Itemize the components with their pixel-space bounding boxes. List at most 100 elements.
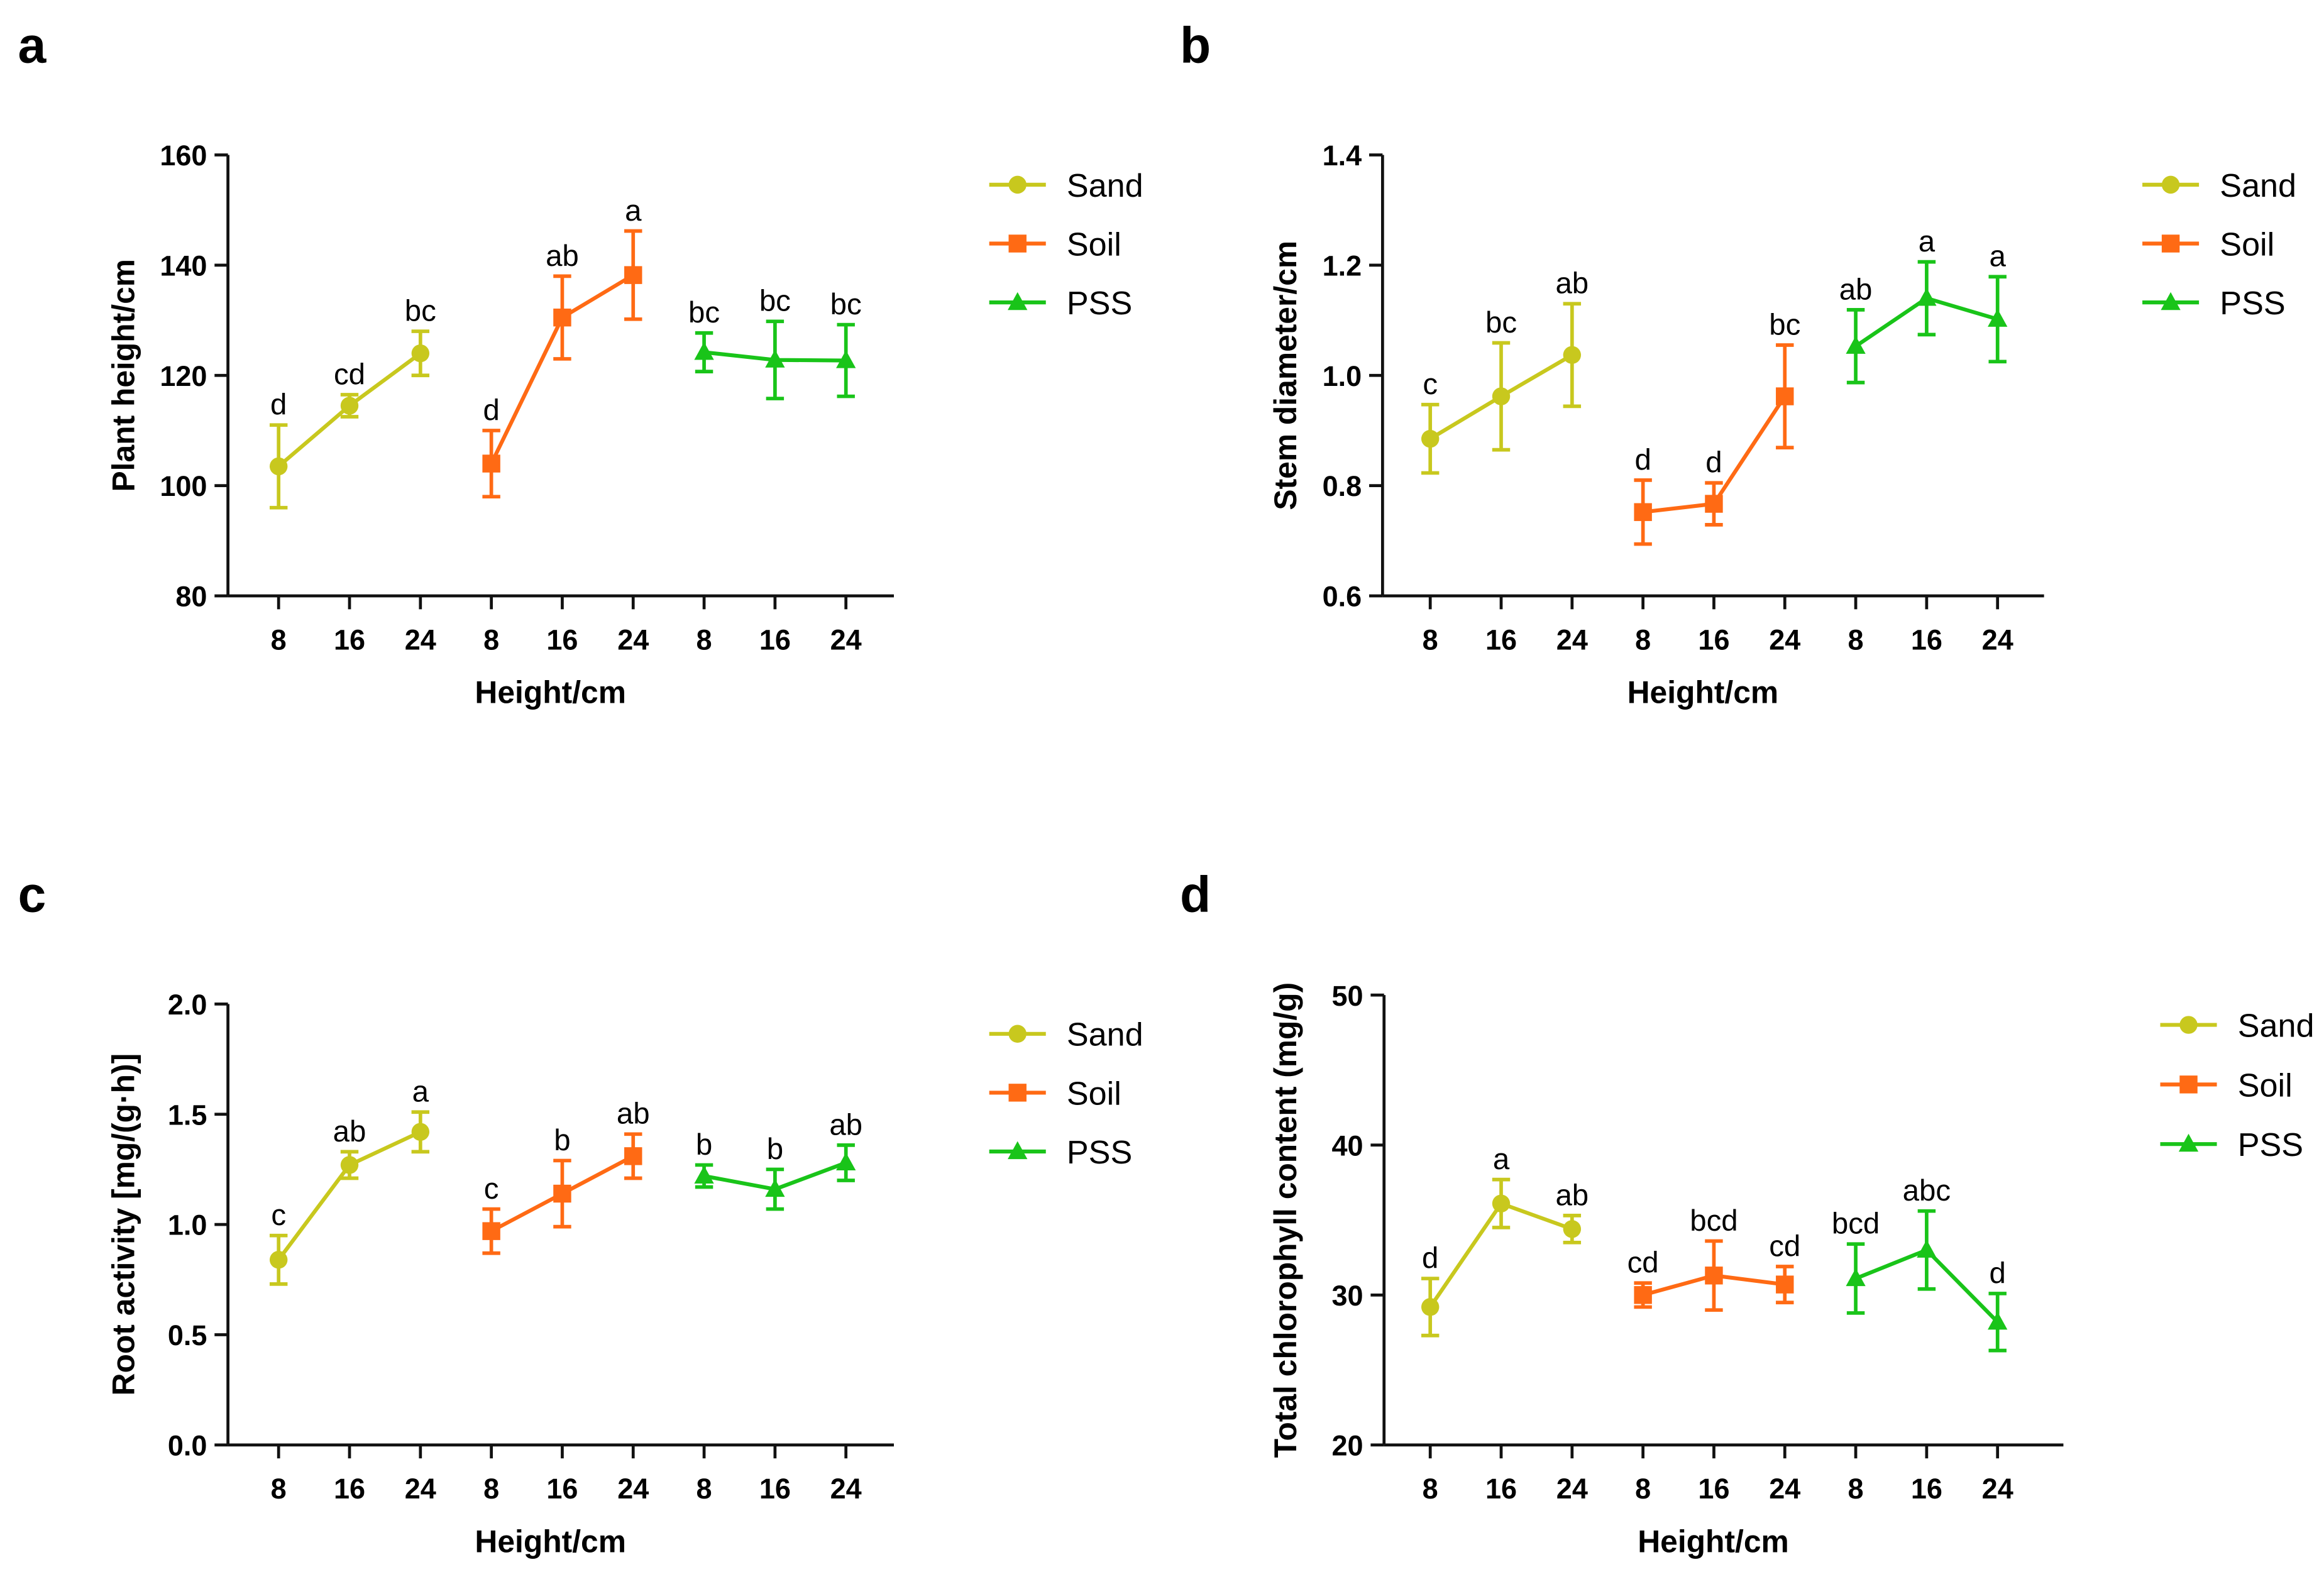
x-tick-label: 8 [271, 624, 287, 656]
significance-letter: bcd [1832, 1207, 1880, 1241]
significance-letter: a [625, 194, 642, 228]
significance-letter: d [1634, 443, 1651, 476]
y-tick-label: 1.4 [1323, 140, 1362, 172]
legend-label: Sand [2220, 168, 2296, 204]
legend: Sand Soil PSS [989, 1017, 1143, 1171]
panel-label: c [18, 866, 46, 923]
significance-letter: d [1990, 1256, 2006, 1290]
significance-letter: bc [759, 285, 791, 318]
y-tick-label: 0.5 [168, 1319, 207, 1351]
x-tick-label: 16 [1698, 624, 1729, 656]
y-tick-label: 0.6 [1323, 581, 1362, 613]
chart-panel-b: b 0.6 0.8 1.0 1.2 1.4 Stem diameter/cm 8 16 24 c bc… [1180, 18, 2296, 710]
data-point [694, 342, 714, 360]
data-point [694, 1165, 714, 1184]
y-tick-label: 100 [160, 470, 207, 502]
series-soil: 8 16 24 d d bc [1634, 308, 1800, 656]
x-tick-label: 8 [697, 1473, 712, 1505]
significance-letter: bc [688, 296, 720, 329]
legend-label: Soil [2238, 1067, 2293, 1104]
significance-letter: bc [830, 288, 862, 321]
x-axis-title: Height/cm [475, 1524, 626, 1559]
x-tick-label: 8 [271, 1473, 287, 1505]
data-point [411, 1123, 430, 1141]
data-point [765, 349, 785, 368]
y-tick-label: 1.0 [168, 1209, 207, 1241]
legend-label: Sand [2238, 1008, 2315, 1045]
y-tick-label: 160 [160, 140, 207, 172]
legend: Sand Soil PSS [989, 168, 1143, 322]
series-pss: 8 16 24 ab a a [1839, 225, 2013, 656]
data-point [1705, 1267, 1723, 1285]
panel-label: b [1180, 18, 1211, 74]
data-point [1421, 429, 1440, 448]
data-point [1492, 387, 1511, 405]
significance-letter: cd [1627, 1246, 1659, 1280]
data-point [836, 350, 856, 368]
significance-letter: abc [1903, 1174, 1951, 1207]
data-point [1634, 1286, 1652, 1304]
significance-letter: b [696, 1128, 712, 1162]
significance-letter: ab [617, 1097, 650, 1131]
series-soil: 8 16 24 c b ab [482, 1097, 650, 1505]
data-point [553, 1184, 571, 1203]
legend-label: Sand [1067, 168, 1143, 204]
significance-letter: d [1422, 1241, 1438, 1275]
legend-marker [2179, 1016, 2198, 1034]
y-tick-label: 0.0 [168, 1429, 207, 1461]
significance-letter: ab [829, 1108, 862, 1141]
legend-marker [1008, 1025, 1027, 1043]
data-point [1634, 503, 1652, 521]
significance-letter: d [483, 393, 499, 427]
data-point [482, 454, 500, 473]
significance-letter: a [1919, 225, 1936, 258]
series-soil: 8 16 24 d ab a [482, 194, 649, 656]
data-point [1421, 1298, 1440, 1316]
y-tick-label: 50 [1331, 980, 1363, 1012]
x-tick-label: 8 [483, 624, 499, 656]
chart-panel-a: a 80 100 120 140 160 Plant height/cm 8 16 24 d cd bc… [18, 18, 1143, 710]
legend: Sand Soil PSS [2142, 168, 2296, 322]
series-sand: 8 16 24 d cd bc [269, 294, 436, 656]
significance-letter: bc [1485, 306, 1517, 339]
x-tick-label: 8 [697, 624, 712, 656]
x-tick-label: 24 [1769, 624, 1800, 656]
x-tick-label: 24 [830, 1473, 862, 1505]
y-tick-label: 2.0 [168, 989, 207, 1021]
y-tick-label: 30 [1331, 1280, 1363, 1312]
significance-letter: a [1990, 240, 2007, 273]
legend-label: Sand [1067, 1017, 1143, 1053]
x-axis-title: Height/cm [475, 675, 626, 710]
significance-letter: d [270, 388, 287, 422]
x-tick-label: 24 [617, 624, 649, 656]
data-point [1563, 346, 1582, 365]
data-point [1776, 387, 1794, 405]
significance-letter: b [554, 1124, 570, 1157]
x-tick-label: 24 [1982, 624, 2013, 656]
series-sand: 8 16 24 c bc ab [1421, 267, 1589, 656]
data-point [1988, 309, 2008, 327]
data-point [1563, 1220, 1582, 1238]
significance-letter: a [1493, 1143, 1510, 1176]
x-tick-label: 8 [1423, 1473, 1438, 1505]
data-point [1776, 1275, 1794, 1294]
data-point [411, 344, 430, 363]
data-point [624, 266, 642, 284]
legend-label: PSS [1067, 1135, 1132, 1171]
y-tick-label: 80 [175, 581, 207, 613]
x-tick-label: 16 [1485, 624, 1517, 656]
data-point [553, 308, 571, 327]
significance-letter: bc [1769, 308, 1800, 341]
x-tick-label: 24 [830, 624, 862, 656]
legend-label: PSS [2238, 1127, 2303, 1163]
x-tick-label: 16 [334, 1473, 365, 1505]
data-point [340, 1156, 359, 1174]
y-axis-title: Total chlorophyll content (mg/g) [1268, 982, 1303, 1458]
data-point [624, 1147, 642, 1165]
x-axis-title: Height/cm [1638, 1524, 1789, 1559]
data-point [269, 1251, 288, 1269]
legend-marker [1008, 1084, 1027, 1102]
series-sand: 8 16 24 c ab a [269, 1075, 436, 1505]
